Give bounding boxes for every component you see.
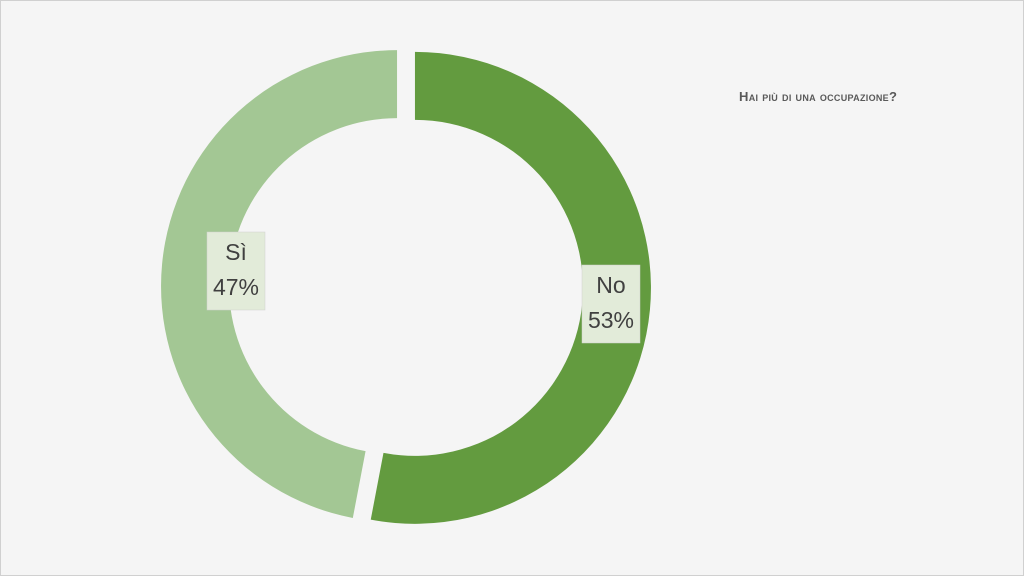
label-value: 47% xyxy=(213,274,259,300)
label-category: Sì xyxy=(225,239,247,265)
data-label: No 53% xyxy=(581,264,641,344)
label-category: No xyxy=(596,272,625,298)
donut-slice xyxy=(370,51,651,524)
label-box xyxy=(581,264,641,344)
data-label: Sì 47% xyxy=(206,231,266,311)
label-box xyxy=(206,231,266,311)
chart-title: Hai più di una occupazione? xyxy=(739,89,897,104)
donut-slice xyxy=(161,50,398,518)
label-value: 53% xyxy=(588,307,634,333)
